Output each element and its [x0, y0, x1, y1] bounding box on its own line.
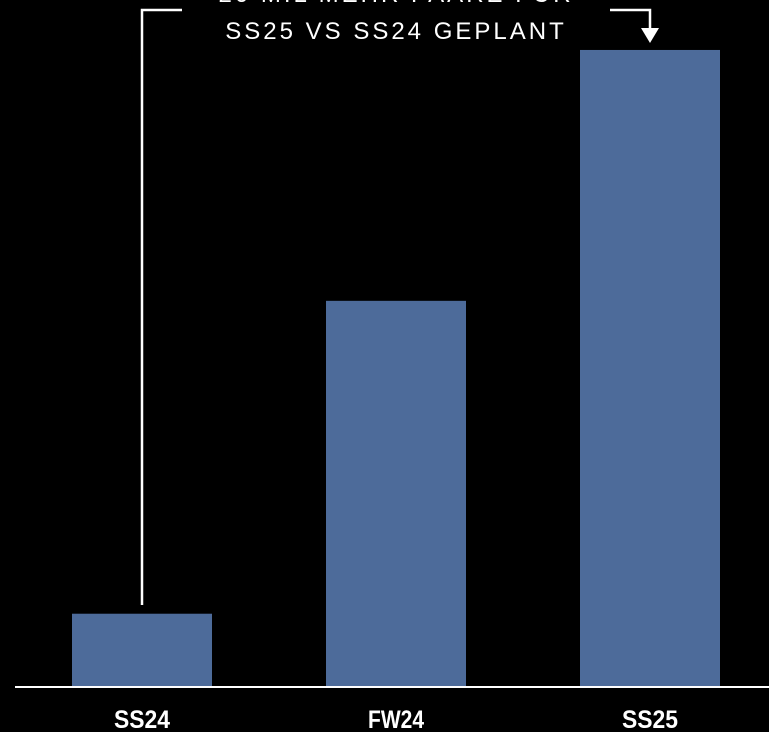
- annotation-bracket: [140, 8, 652, 605]
- x-tick-label: SS25: [622, 706, 678, 732]
- x-tick-label: FW24: [368, 706, 424, 732]
- bar: [326, 300, 466, 687]
- annotation-line: SS25 VS SS24 GEPLANT: [225, 18, 566, 45]
- bracket-right: [610, 8, 652, 32]
- bar: [580, 49, 720, 687]
- annotation-line: 20 MIL MEHR PAARE FÜR: [218, 0, 573, 8]
- arrow-head: [641, 28, 659, 43]
- x-tick-label: SS24: [114, 706, 170, 732]
- bar: [72, 613, 212, 687]
- bracket-left: [140, 8, 182, 605]
